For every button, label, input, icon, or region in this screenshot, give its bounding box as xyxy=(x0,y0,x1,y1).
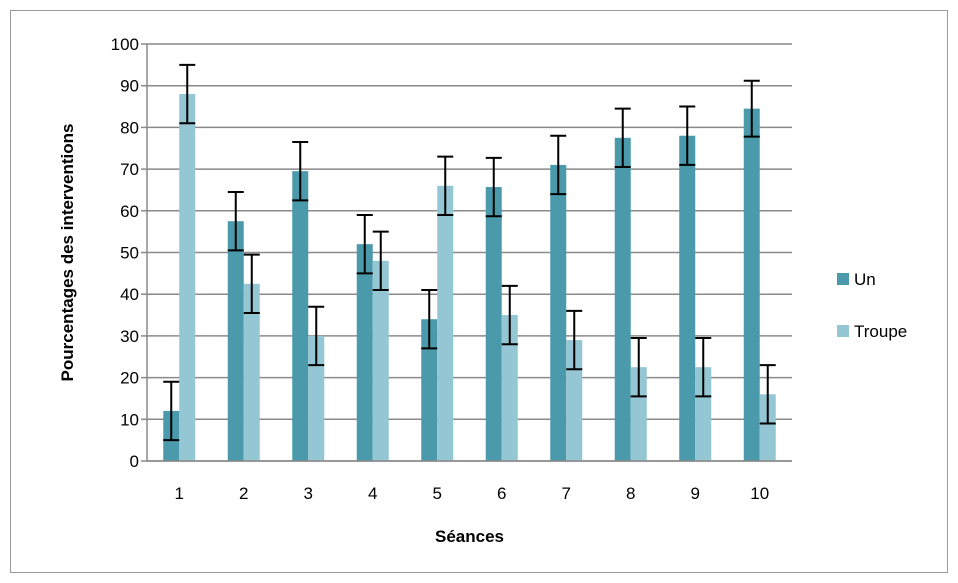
bar-un-2 xyxy=(227,221,244,461)
x-tick-label: 6 xyxy=(497,484,506,503)
chart-frame: 0 10 20 30 40 50 60 70 80 90 100 1 2 3 4 5 6 7 8 9 10 Séanc… xyxy=(10,10,948,573)
bar-un-7 xyxy=(550,164,567,461)
x-tick-label: 1 xyxy=(175,484,184,503)
y-tick-label: 100 xyxy=(111,35,139,54)
bar-un-8 xyxy=(614,137,631,461)
bar-troupe-2 xyxy=(243,283,260,461)
legend: Un Troupe xyxy=(837,270,907,341)
legend-label-un: Un xyxy=(854,270,876,289)
bar-troupe-1 xyxy=(179,94,196,461)
legend-label-troupe: Troupe xyxy=(854,322,907,341)
bar-troupe-10 xyxy=(759,394,776,461)
bar-troupe-9 xyxy=(695,367,712,461)
y-tick-labels: 0 10 20 30 40 50 60 70 80 90 100 xyxy=(111,35,139,471)
y-tick-label: 10 xyxy=(120,410,139,429)
x-tick-label: 3 xyxy=(304,484,313,503)
y-axis-title: Pourcentages des interventions xyxy=(58,124,77,382)
x-tick-label: 10 xyxy=(750,484,769,503)
y-tick-label: 0 xyxy=(130,452,139,471)
x-tick-labels: 1 2 3 4 5 6 7 8 9 10 xyxy=(175,484,770,503)
y-tick-label: 90 xyxy=(120,77,139,96)
bar-un-10 xyxy=(743,108,760,461)
legend-swatch-un xyxy=(837,273,849,285)
y-tick-label: 40 xyxy=(120,285,139,304)
y-tick-label: 30 xyxy=(120,327,139,346)
axes xyxy=(141,43,792,462)
error-bars xyxy=(163,63,776,442)
bars xyxy=(163,94,776,461)
bar-un-4 xyxy=(356,244,373,461)
x-tick-label: 5 xyxy=(433,484,442,503)
y-tick-label: 50 xyxy=(120,244,139,263)
x-tick-label: 4 xyxy=(368,484,377,503)
x-tick-label: 9 xyxy=(691,484,700,503)
x-axis-title: Séances xyxy=(435,527,504,546)
y-tick-label: 70 xyxy=(120,160,139,179)
bar-troupe-5 xyxy=(437,185,454,461)
bar-un-5 xyxy=(421,319,438,461)
bar-troupe-3 xyxy=(308,335,325,461)
bar-troupe-6 xyxy=(501,315,518,461)
y-tick-label: 20 xyxy=(120,369,139,388)
bar-un-9 xyxy=(679,135,696,461)
x-tick-label: 8 xyxy=(626,484,635,503)
bar-un-6 xyxy=(485,187,502,461)
x-tick-label: 7 xyxy=(562,484,571,503)
bar-chart: 0 10 20 30 40 50 60 70 80 90 100 1 2 3 4 5 6 7 8 9 10 Séanc… xyxy=(58,35,907,546)
legend-swatch-troupe xyxy=(837,325,849,337)
bar-un-3 xyxy=(292,171,309,461)
x-tick-label: 2 xyxy=(239,484,248,503)
bar-troupe-4 xyxy=(372,260,389,461)
bar-troupe-7 xyxy=(566,340,583,461)
y-tick-label: 60 xyxy=(120,202,139,221)
bar-troupe-8 xyxy=(630,367,647,461)
y-tick-label: 80 xyxy=(120,118,139,137)
